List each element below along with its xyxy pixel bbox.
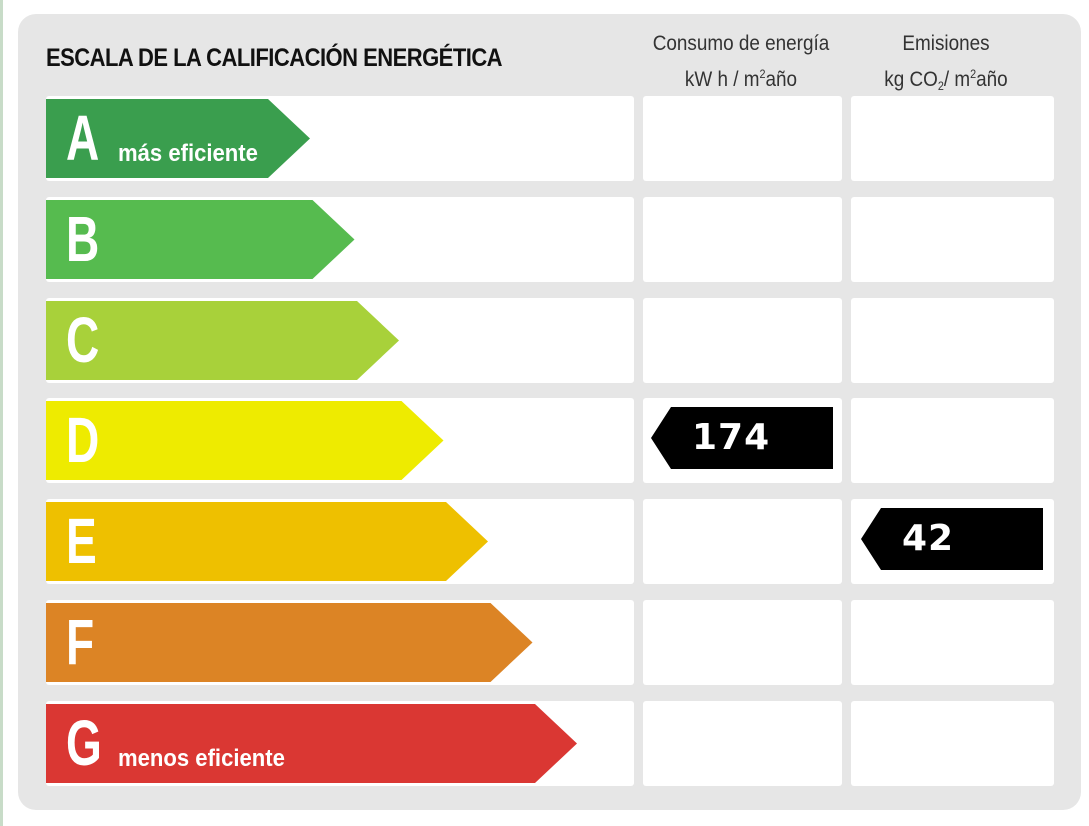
rating-arrow-shape xyxy=(46,99,310,178)
rating-arrow-e xyxy=(46,502,488,582)
energy-cell-g xyxy=(643,700,842,786)
energy-cell-e xyxy=(643,499,842,585)
rating-arrow-shape xyxy=(46,300,399,380)
rating-arrow-shape xyxy=(46,703,577,783)
rating-letter: D xyxy=(66,404,100,477)
energy-value-marker: 174 xyxy=(651,407,833,470)
rating-arrow-b xyxy=(46,199,355,279)
rating-sublabel: menos eficiente xyxy=(118,744,285,772)
energy-cell-a xyxy=(643,96,842,181)
rating-arrow-g xyxy=(46,703,577,783)
emissions-cell-b xyxy=(851,196,1054,282)
emissions-column-header: Emisiones kg CO2/ m2año xyxy=(856,28,1036,102)
value-marker-text: 42 xyxy=(902,518,955,560)
emissions-cell-d xyxy=(851,398,1054,484)
rating-arrow-d xyxy=(46,401,444,481)
value-marker-arrow xyxy=(861,508,1043,571)
energy-column-header: Consumo de energía kW h / m2año xyxy=(651,28,831,95)
rating-arrow-shape xyxy=(46,603,533,682)
label-title: ESCALA DE LA CALIFICACIÓN ENERGÉTICA xyxy=(46,44,503,72)
emissions-cell-f xyxy=(851,600,1054,685)
energy-header-line1: Consumo de energía xyxy=(652,32,830,55)
rating-letter: F xyxy=(66,606,95,678)
rating-letter: A xyxy=(66,102,100,174)
emissions-value-marker: 42 xyxy=(861,508,1043,571)
energy-cell-c xyxy=(643,297,842,383)
emissions-cell-a xyxy=(851,96,1054,181)
rating-arrow-shape xyxy=(46,199,355,279)
rating-letter: B xyxy=(66,202,100,275)
emissions-header-line1: Emisiones xyxy=(902,32,990,55)
energy-header-line2: kW h / m2año xyxy=(684,67,798,91)
rating-arrow-a xyxy=(46,99,310,178)
emissions-cell-g xyxy=(851,700,1054,786)
emissions-header-line2: kg CO2/ m2año xyxy=(884,67,1008,93)
value-marker-text: 174 xyxy=(692,417,771,459)
energy-cell-f xyxy=(643,600,842,685)
rating-arrow-shape xyxy=(46,401,444,481)
rating-letter: G xyxy=(66,706,102,779)
rating-arrow-c xyxy=(46,300,399,380)
value-marker-arrow xyxy=(651,407,833,470)
rating-arrow-shape xyxy=(46,502,488,582)
rating-arrow-f xyxy=(46,603,533,682)
rating-letter: C xyxy=(66,303,100,376)
energy-cell-b xyxy=(643,196,842,282)
rating-letter: E xyxy=(66,505,97,578)
rating-sublabel: más eficiente xyxy=(118,140,258,167)
emissions-cell-c xyxy=(851,297,1054,383)
left-border xyxy=(0,0,3,826)
